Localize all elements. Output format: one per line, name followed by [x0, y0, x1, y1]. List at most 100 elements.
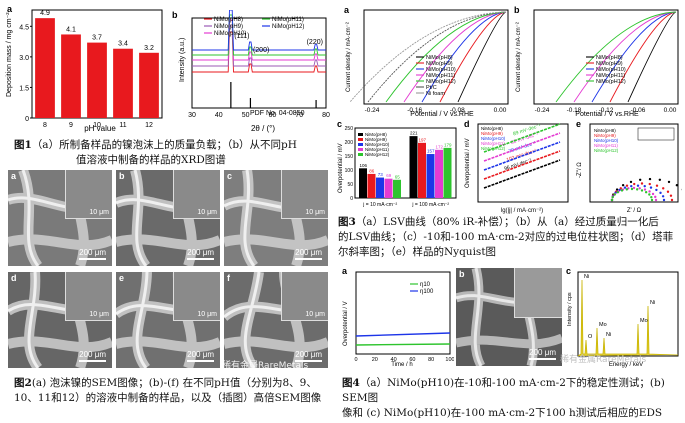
fig2-panel-label: b — [119, 171, 125, 181]
fig4-caption-line1: （a）NiMo(pH10)在-10和-100 mA·cm-2下的稳定性测试；(b… — [342, 377, 665, 404]
fig1-caption-line1: （a）所制备样品的镍泡沫上的质量负载；（b）从不同pH — [31, 139, 297, 151]
fig2-watermark: 稀有金属RareMetals — [222, 361, 309, 371]
fig4c-peak-label: Ni — [650, 300, 655, 306]
fig4-caption: 图4（a）NiMo(pH10)在-10和-100 mA·cm-2下的稳定性测试；… — [342, 376, 684, 421]
fig1a-bar — [87, 42, 107, 118]
fig2-sem-panel-a: 10 μm a 200 μm — [8, 170, 112, 266]
fig1a-xtick-label: 12 — [145, 122, 153, 129]
fig3c-legend-swatch — [358, 143, 363, 146]
f3b-curve — [609, 11, 677, 103]
fig2-sem-panel-b: 10 μm b 200 μm — [116, 170, 220, 266]
fig3d-tafel-line — [483, 150, 561, 180]
fig1-caption-line2: 值溶液中制备的样品的XRD图谱 — [76, 154, 226, 166]
fig3c-panel-label: c — [337, 119, 342, 129]
f3b-legend-label: NiMo(pH10) — [596, 67, 626, 73]
f3a-curve — [367, 11, 507, 103]
fig4a-xtick-label: 0 — [354, 357, 357, 363]
fig3e-data-point — [650, 195, 653, 199]
fig3e-data-point — [658, 178, 662, 182]
fig3c-data-label: 179 — [444, 142, 452, 147]
fig1a-data-label: 3.4 — [118, 41, 128, 48]
fig3b-svg: b Current density / mA·cm⁻² Potential / … — [514, 5, 679, 118]
fig3e-data-point — [640, 189, 644, 192]
fig3e-data-point — [661, 195, 665, 198]
f3b-curve — [627, 11, 677, 103]
fig3c-bar — [409, 136, 418, 198]
fig3a-xlabel: Potential / V vs.RHE — [410, 111, 474, 118]
fig4a-ylabel: Overpotential / V — [343, 301, 349, 346]
fig2-scale-text: 200 μm — [79, 350, 106, 359]
fig4a-legend-label: η10 — [420, 282, 431, 288]
fig3c-ytick-label: 250 — [345, 126, 354, 132]
fig1b-xtick-label: 50 — [242, 112, 250, 119]
fig3e-data-point — [625, 188, 629, 191]
fig4c-xlabel: Energy / keV — [609, 362, 643, 368]
fig1b-xtick-label: 70 — [295, 112, 303, 119]
fig3c-data-label: 65 — [395, 174, 401, 179]
fig2-sem-panel-f: 10 μm f 200 μm — [224, 272, 328, 368]
fig3e-data-point — [670, 198, 674, 202]
f3a-legend-label: NiMo(pH12) — [426, 79, 456, 85]
fig4c-frame — [577, 271, 679, 357]
fig2-sem-panel-d: 10 μm d 200 μm — [8, 272, 112, 368]
fig3e-circuit-inset — [637, 127, 675, 141]
fig1a-xlabel: pH value — [84, 124, 116, 133]
fig1a-ytick-label: 4.5 — [19, 24, 29, 31]
fig3c-frame — [354, 127, 457, 199]
f3b-legend-label: NiMo(pH8) — [596, 55, 623, 61]
fig3e-data-point — [640, 182, 644, 185]
fig3c-legend-swatch — [358, 138, 363, 141]
fig1a-ytick-label: 1.5 — [19, 85, 29, 92]
fig3e-data-point — [648, 190, 651, 193]
f3a-xtick-label: 0.00 — [494, 107, 507, 114]
fig4a-svg: a Overpotential / V Time / h 0 20 40 60 80 10… — [342, 266, 455, 368]
fig3d-panel-label: d — [464, 119, 470, 129]
fig2-panel-label: f — [227, 273, 230, 283]
fig3e-data-point — [659, 191, 662, 195]
fig2-scale-text: 200 μm — [79, 248, 106, 257]
fig1-caption: 图1（a）所制备样品的镍泡沫上的质量负载；（b）从不同pH 值溶液中制备的样品的… — [14, 138, 344, 168]
fig4c-peak-label: Ni — [606, 332, 611, 338]
fig1b-peak-label: (220) — [307, 39, 323, 46]
fig2-caption: 图2(a) 泡沫镍的SEM图像；(b)-(f) 在不同pH值（分别为8、9、 1… — [14, 376, 344, 406]
fig2-scalebar: 200 μm — [295, 350, 322, 362]
fig3c-xtick-label: j = 10 mA·cm⁻² — [362, 202, 397, 208]
fig3c-bar — [393, 179, 401, 198]
fig3e-data-point — [633, 182, 636, 186]
fig3e-data-point — [669, 194, 673, 197]
fig3e-data-point — [662, 198, 666, 202]
fig2-panel-label: d — [11, 273, 17, 283]
fig3e-svg: e -Z''/ Ω Z' / Ω NiMo(pH8)NiMo(pH9)NiMo(… — [576, 119, 685, 214]
fig2-inset: 10 μm — [173, 272, 220, 321]
f3a-legend-label: NiMo(pH8) — [426, 55, 453, 61]
f3a-legend-label: NiMo(pH9) — [426, 61, 453, 67]
fig3c-data-label: 221 — [410, 131, 418, 136]
fig2-caption-label: 图2 — [14, 377, 32, 389]
fig3e-data-point — [675, 184, 679, 187]
fig4b-scalebar: 200 μm — [529, 348, 556, 360]
fig2-scalebar: 200 μm — [79, 248, 106, 260]
fig3d-frame — [477, 123, 569, 203]
fig3c-legend-swatch — [358, 133, 363, 136]
fig3e-legend-label: NiMo(pH10) — [594, 138, 619, 143]
fig2-panel-label: a — [11, 171, 17, 181]
fig3c-bar — [435, 149, 443, 198]
fig4b-panel-label: b — [459, 269, 465, 279]
fig3e-xlabel: Z' / Ω — [627, 208, 642, 214]
fig3e-data-point — [630, 187, 634, 191]
fig3c-bar — [418, 142, 426, 198]
fig3d-ylabel: Overpotential / mV — [465, 138, 471, 188]
f3b-xtick-label: -0.24 — [535, 107, 550, 114]
fig3c-data-label: 106 — [359, 163, 367, 168]
fig3c-legend-label: NiMo(pH10) — [365, 142, 390, 147]
fig1a-chart: a Deposition mass / mg cm⁻² pH value 0 1.… — [2, 2, 167, 134]
fig2-inset: 10 μm — [281, 272, 328, 321]
fig1b-series-line — [192, 25, 326, 67]
fig3d-legend-label: NiMo(pH12) — [481, 146, 506, 151]
fig3b-chart: b Current density / mA·cm⁻² Potential / … — [512, 4, 684, 118]
fig1b-panel-label: b — [172, 10, 178, 20]
fig4a-eta100-line — [355, 332, 451, 337]
fig3c-bar — [376, 177, 384, 198]
fig3c-ytick-label: 50 — [347, 182, 353, 188]
f3a-legend-label: Pt/C — [426, 85, 437, 91]
